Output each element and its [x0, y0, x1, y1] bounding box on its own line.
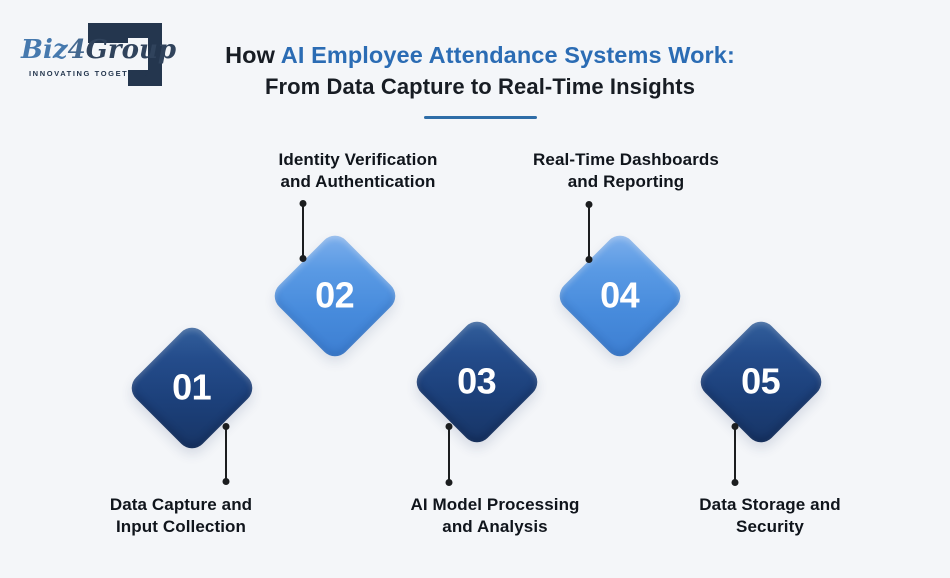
step-number-05: 05 [741, 360, 781, 402]
title-line-1: How AI Employee Attendance Systems Work: [215, 41, 745, 70]
step-number-04: 04 [600, 274, 640, 316]
connector-line-04 [588, 205, 590, 259]
step-diamond-03: 03 [410, 315, 544, 449]
brand-logo: Biz4Group INNOVATING TOGETHER [15, 16, 176, 90]
step-label-04: Real-Time Dashboards and Reporting [533, 150, 719, 191]
step-diamond-02: 02 [268, 229, 402, 363]
logo-bracket-icon [88, 23, 162, 86]
step-label-05: Data Storage and Security [699, 495, 841, 536]
logo-tagline: INNOVATING TOGETHER [29, 69, 149, 78]
step-label-03: AI Model Processing and Analysis [410, 495, 580, 536]
step-label-02: Identity Verification and Authentication [278, 150, 438, 191]
step-diamond-01: 01 [125, 321, 259, 455]
logo-wordmark: Biz4Group [21, 35, 176, 65]
step-number-01: 01 [172, 366, 212, 408]
step-label-01: Data Capture and Input Collection [109, 495, 253, 536]
connector-line-05 [734, 427, 736, 482]
step-number-03: 03 [457, 360, 497, 402]
title-highlight: AI Employee Attendance Systems Work: [280, 42, 735, 68]
step-diamond-05: 05 [694, 315, 828, 449]
logo-word-group: Group [85, 35, 177, 65]
connector-line-01 [225, 427, 227, 481]
title-divider [423, 116, 537, 119]
page-title: How AI Employee Attendance Systems Work:… [215, 41, 745, 119]
connector-line-02 [302, 204, 304, 258]
step-diamond-04: 04 [553, 229, 687, 363]
logo-word-four: 4 [67, 35, 86, 65]
connector-line-03 [448, 427, 450, 482]
step-number-02: 02 [315, 274, 355, 316]
logo-word-biz: Biz [21, 35, 68, 65]
title-line-2: From Data Capture to Real-Time Insights [264, 74, 696, 99]
title-prefix: How [225, 42, 281, 68]
